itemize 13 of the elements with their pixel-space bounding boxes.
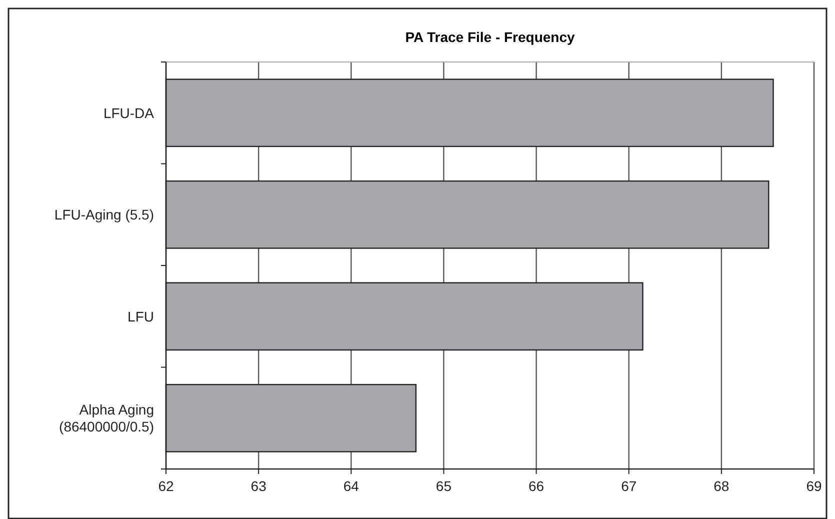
x-tick-label: 64	[343, 478, 360, 494]
y-tick-label: LFU-DA	[103, 104, 155, 121]
x-tick-label: 69	[806, 478, 822, 494]
x-tick-label: 66	[528, 478, 544, 494]
x-tick-label: 67	[621, 478, 637, 494]
y-tick-label: Alpha Aging (86400000/0.5)	[59, 402, 154, 435]
x-tick-label: 62	[158, 478, 174, 494]
y-tick-label: LFU-Aging (5.5)	[54, 206, 154, 223]
y-tick-label: LFU	[128, 308, 154, 324]
x-tick-label: 63	[250, 478, 267, 494]
x-tick-label: 65	[436, 478, 452, 494]
chart-title: PA Trace File - Frequency	[405, 29, 576, 45]
x-tick-label: 68	[714, 478, 730, 494]
